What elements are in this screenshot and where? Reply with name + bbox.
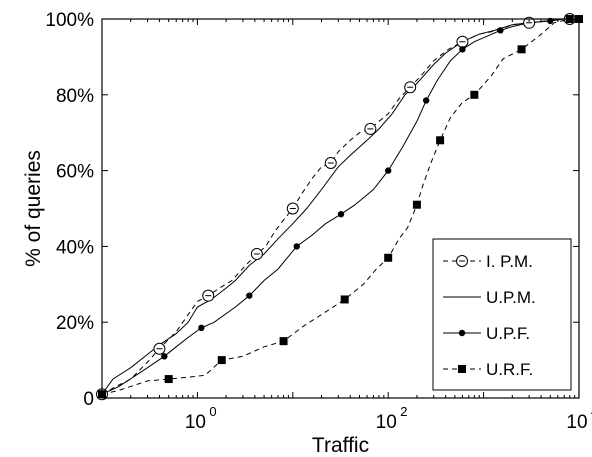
data-point-filled-square [470,90,479,99]
legend-label: U.R.F. [486,360,533,379]
legend: I. P.M. U.P.M. U.P.F. U.R.F. [432,238,572,391]
series-line [101,18,579,395]
legend-item: I. P.M. [443,252,533,271]
data-point-filled-circle [293,243,300,250]
x-tick-exponent: 2 [400,404,407,419]
legend-item: U.P.M. [443,288,536,307]
x-tick-label: 102 [376,404,408,433]
legend-label: U.P.F. [486,324,530,343]
y-tick-label: 0 [83,389,94,410]
plot-frame [101,18,580,399]
x-axis-label: Traffic [312,434,369,457]
data-point-filled-square [340,295,349,304]
legend-label: U.P.M. [486,288,536,307]
x-tick-base: 10 [566,412,587,433]
y-axis-ticks: 0 20% 40% 60% 80% 100% [45,10,579,410]
data-point-filled-circle [161,353,168,360]
data-point-filled-square [217,356,226,365]
series-line [101,18,579,395]
x-tick-label: 104 [566,404,592,433]
data-point-filled-circle [422,97,430,104]
data-point-filled-circle [459,46,466,53]
x-tick-base: 10 [185,412,206,433]
plot-markers [96,13,583,401]
series-line [101,18,579,395]
data-point-filled-circle [198,324,205,332]
data-point-filled-square [384,253,393,262]
x-tick-exponent: 0 [209,404,216,419]
data-point-filled-square [164,375,173,384]
data-point-filled-square [279,337,288,346]
legend-item: U.R.F. [443,360,533,379]
data-point-filled-square [458,365,466,373]
data-point-filled-circle [497,27,504,34]
x-tick-label: 100 [185,404,217,433]
y-tick-label: 100% [45,10,94,31]
y-tick-label: 80% [56,86,94,107]
data-point-filled-circle [385,167,392,174]
x-axis-ticks: 100102104 [101,19,592,433]
y-axis-label: % of queries [22,150,45,267]
data-point-filled-square [517,45,526,54]
data-point-filled-circle [458,329,466,337]
legend-box [432,238,572,391]
data-point-filled-circle [337,210,345,218]
y-tick-label: 40% [56,237,94,258]
data-point-filled-square [412,200,421,209]
legend-label: I. P.M. [486,252,533,271]
data-point-filled-square [436,136,445,145]
data-point-filled-circle [246,292,253,299]
legend-item: U.P.F. [443,324,530,343]
y-tick-label: 20% [56,313,94,334]
x-tick-base: 10 [376,412,397,433]
y-tick-label: 60% [56,162,94,183]
